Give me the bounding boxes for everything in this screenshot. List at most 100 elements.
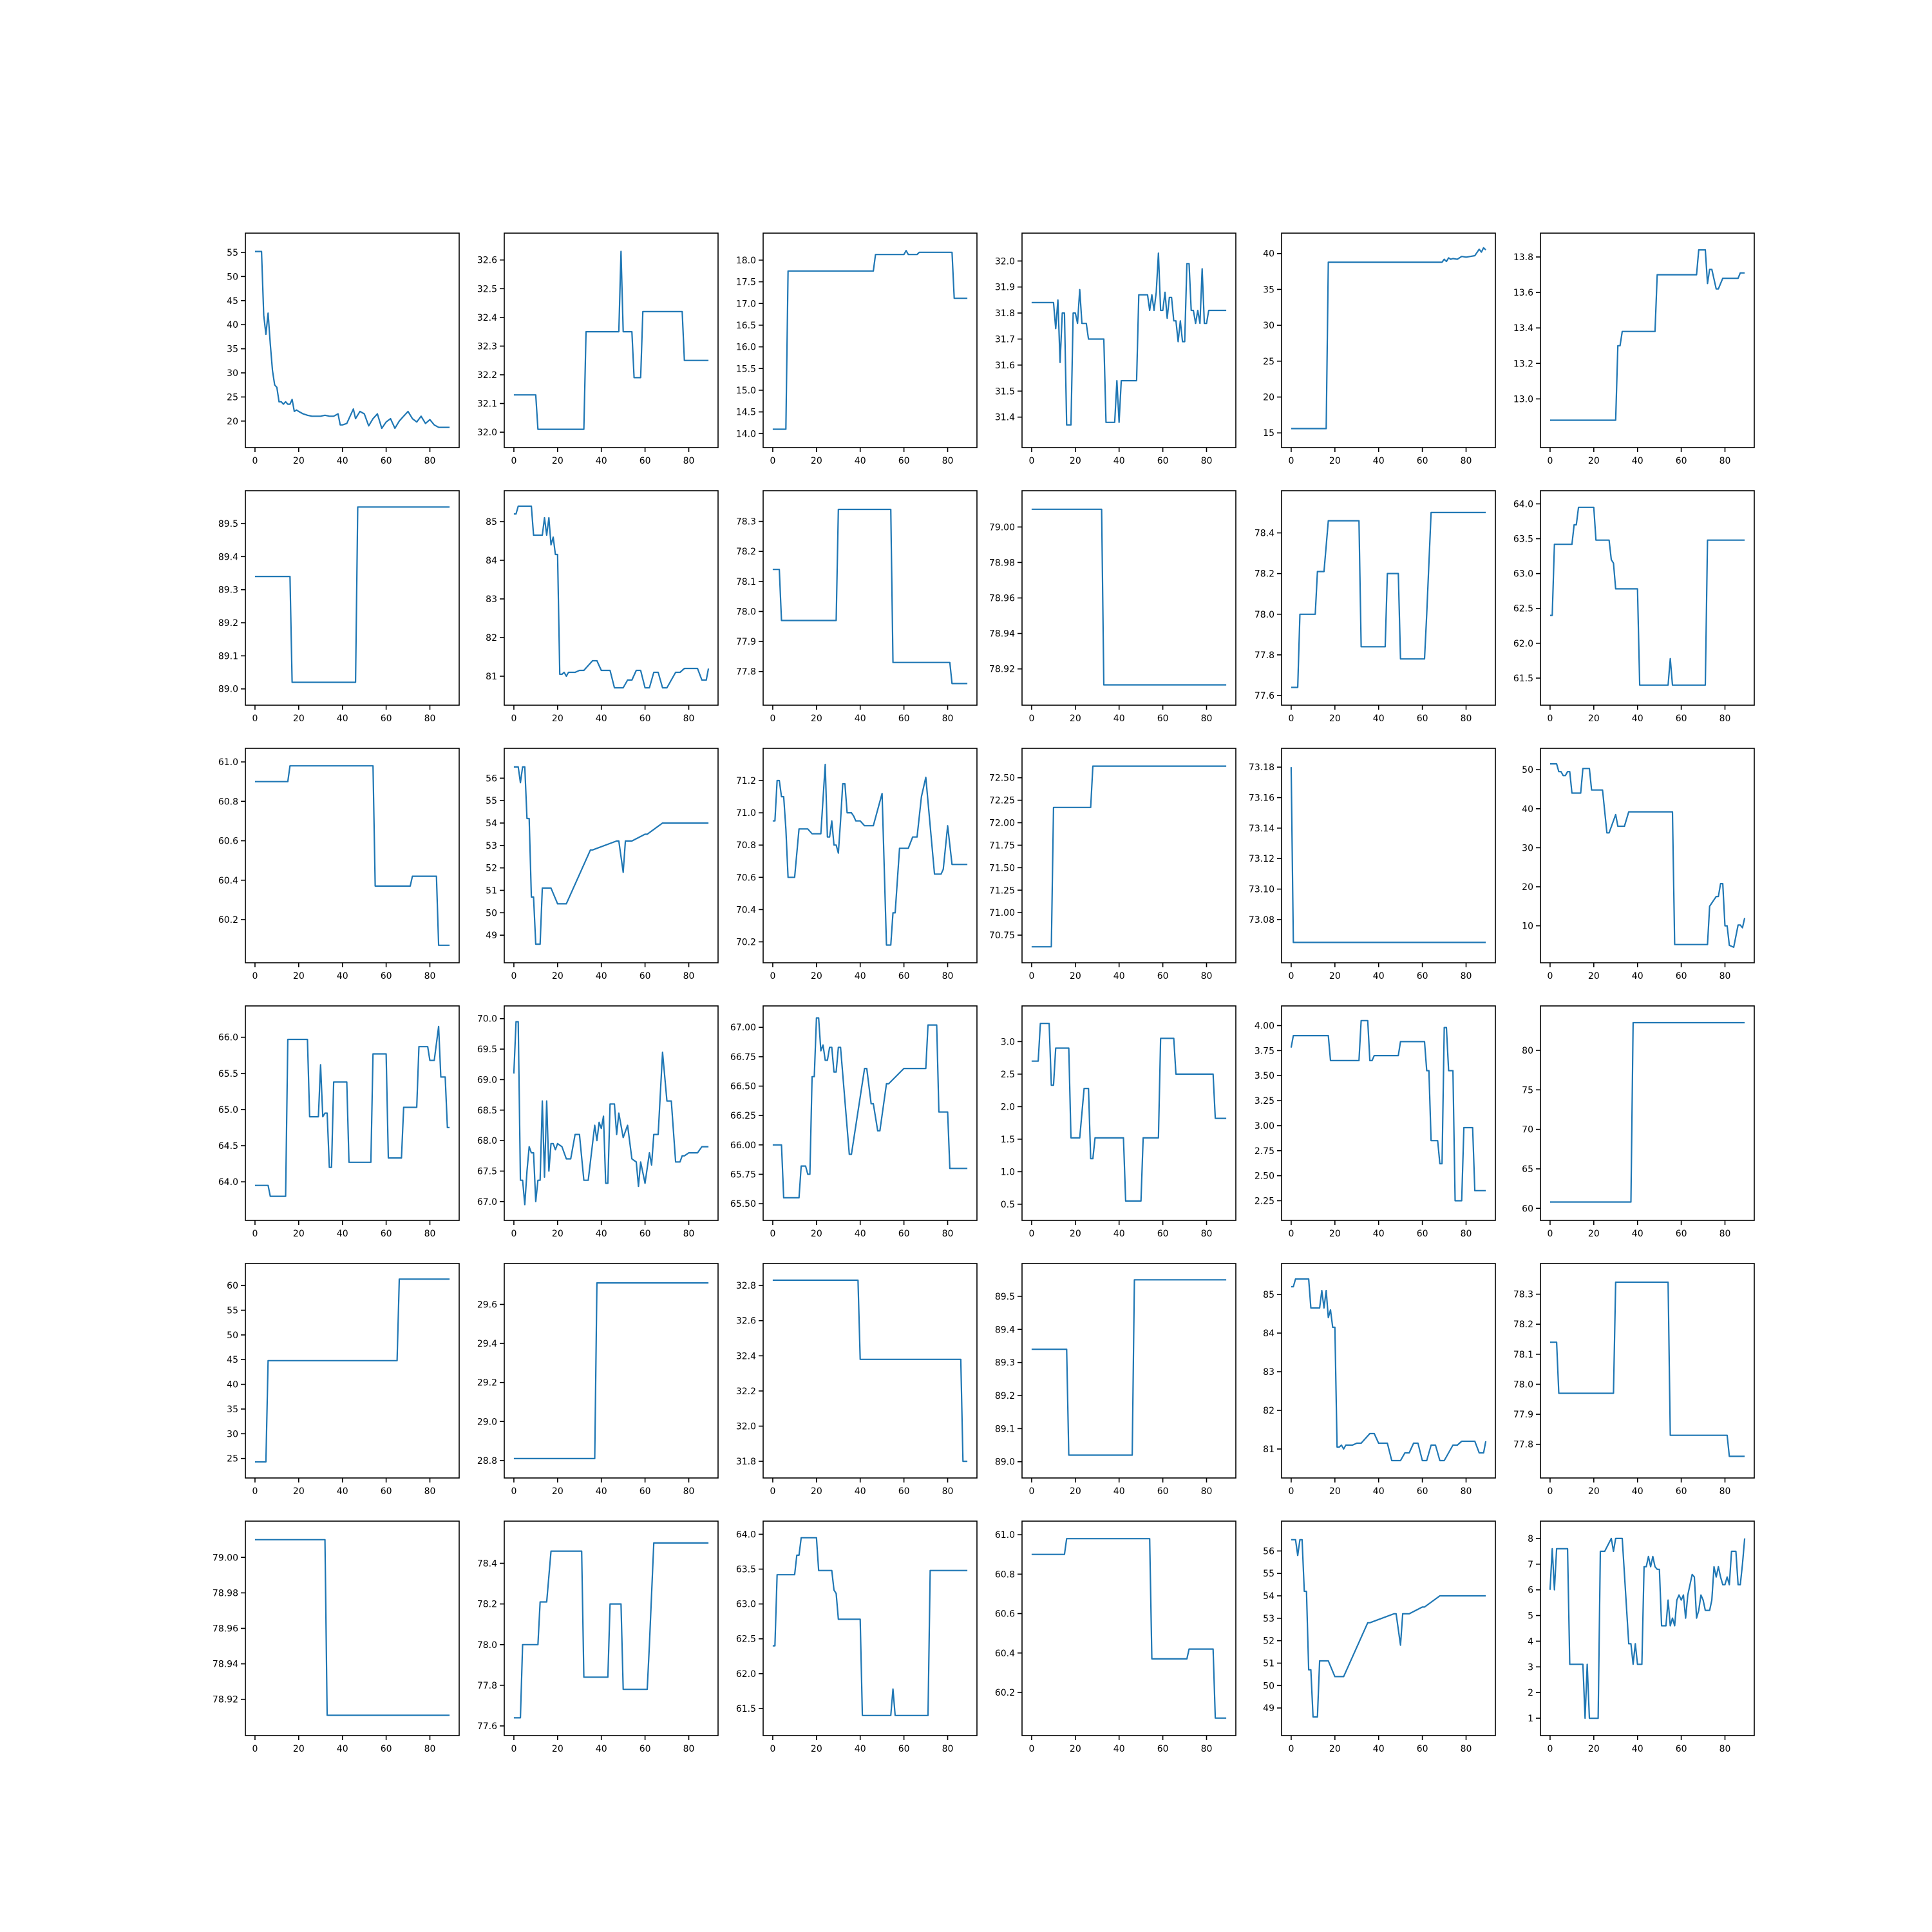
x-tick-label: 60 <box>639 714 651 724</box>
y-tick-label: 25 <box>227 1454 238 1464</box>
y-tick-label: 78.2 <box>1255 569 1274 580</box>
y-tick-label: 70.6 <box>736 873 756 883</box>
y-tick-label: 66.75 <box>730 1052 756 1063</box>
subplot-7: 0 20 40 60 80 89.0 89.1 89.2 89.3 89.4 89.5 <box>218 490 460 724</box>
y-tick-label: 17.5 <box>736 278 756 288</box>
x-tick-label: 80 <box>1461 456 1472 466</box>
x-tick-label: 0 <box>1288 714 1294 724</box>
y-tick-label: 78.0 <box>477 1640 497 1651</box>
axes-frame <box>1540 1520 1755 1736</box>
x-tick-label: 80 <box>1201 1744 1213 1754</box>
y-tick-label: 35 <box>1263 285 1274 295</box>
x-tick-label: 40 <box>1113 1486 1125 1497</box>
y-tick-label: 28.8 <box>477 1456 497 1466</box>
x-tick-label: 0 <box>1288 456 1294 466</box>
y-tick-label: 62.5 <box>1513 604 1533 614</box>
x-tick-label: 0 <box>511 714 516 724</box>
y-tick-label: 49 <box>1263 1703 1274 1714</box>
x-tick-label: 60 <box>639 971 651 981</box>
x-tick-label: 0 <box>1288 1486 1294 1497</box>
x-tick-label: 0 <box>511 1744 516 1754</box>
y-tick-label: 67.00 <box>730 1023 756 1033</box>
axes-frame <box>1281 1520 1496 1736</box>
y-tick-label: 50 <box>486 908 497 918</box>
x-tick-label: 0 <box>511 1229 516 1239</box>
y-tick-label: 78.98 <box>989 558 1015 568</box>
y-tick-label: 60.6 <box>995 1609 1015 1620</box>
x-tick-label: 0 <box>252 971 258 981</box>
y-tick-label: 3.25 <box>1255 1096 1274 1106</box>
x-tick-label: 60 <box>381 1229 392 1239</box>
x-tick-label: 0 <box>1288 1229 1294 1239</box>
y-tick-label: 78.92 <box>213 1695 238 1705</box>
x-tick-label: 0 <box>770 456 775 466</box>
y-tick-label: 61.5 <box>736 1704 756 1714</box>
y-tick-label: 53 <box>1263 1614 1274 1624</box>
y-tick-label: 1.0 <box>1001 1167 1015 1177</box>
x-tick-label: 80 <box>942 971 954 981</box>
y-tick-label: 62.0 <box>736 1669 756 1680</box>
y-tick-label: 32.0 <box>736 1421 756 1432</box>
axes-frame <box>504 1005 719 1221</box>
y-tick-label: 32.4 <box>736 1351 756 1361</box>
y-tick-label: 61.5 <box>1513 674 1533 684</box>
subplot-36: 0 20 40 60 80 1 2 3 4 5 6 7 8 <box>1528 1520 1755 1754</box>
y-tick-label: 32.2 <box>477 370 497 381</box>
x-tick-label: 60 <box>898 714 910 724</box>
y-tick-label: 63.0 <box>736 1600 756 1610</box>
y-tick-label: 64.0 <box>1513 499 1533 509</box>
y-tick-label: 4.00 <box>1255 1021 1274 1032</box>
y-tick-label: 3 <box>1528 1662 1533 1672</box>
x-tick-label: 0 <box>770 1229 775 1239</box>
x-tick-label: 0 <box>511 971 516 981</box>
x-tick-label: 20 <box>1070 971 1081 981</box>
y-tick-label: 78.0 <box>1255 610 1274 620</box>
subplot-8: 0 20 40 60 80 81 82 83 84 85 <box>486 490 719 724</box>
subplot-21: 0 20 40 60 80 65.50 65.75 66.00 66.25 66.50 66.75 6… <box>730 1005 978 1239</box>
subplot-17: 0 20 40 60 80 73.08 73.10 73.12 73.14 73.16 73.18 <box>1249 748 1496 981</box>
x-tick-label: 0 <box>1028 714 1034 724</box>
x-tick-label: 0 <box>1028 1744 1034 1754</box>
x-tick-label: 20 <box>1588 714 1600 724</box>
x-tick-label: 60 <box>1417 456 1428 466</box>
x-tick-label: 60 <box>639 456 651 466</box>
y-tick-label: 5 <box>1528 1611 1533 1622</box>
y-tick-label: 89.3 <box>995 1358 1015 1368</box>
y-tick-label: 73.10 <box>1249 885 1274 895</box>
x-tick-label: 40 <box>337 456 348 466</box>
subplot-16: 0 20 40 60 80 70.75 71.00 71.25 71.50 71.75 72.00 7… <box>989 748 1236 981</box>
y-tick-label: 4 <box>1528 1636 1533 1647</box>
y-tick-label: 55 <box>1263 1569 1274 1579</box>
x-tick-label: 80 <box>683 714 695 724</box>
y-tick-label: 65.75 <box>730 1170 756 1180</box>
x-tick-label: 80 <box>1201 971 1213 981</box>
y-tick-label: 31.5 <box>995 386 1015 397</box>
x-tick-label: 80 <box>424 971 436 981</box>
y-tick-label: 77.9 <box>1513 1410 1533 1420</box>
axes-frame <box>1281 1263 1496 1479</box>
series-line <box>772 1537 968 1716</box>
axes-frame <box>1281 490 1496 706</box>
series-line <box>254 1539 450 1716</box>
x-tick-label: 20 <box>293 971 305 981</box>
x-tick-label: 20 <box>1588 1229 1600 1239</box>
y-tick-label: 65.5 <box>218 1069 238 1079</box>
y-tick-label: 81 <box>1263 1444 1274 1455</box>
y-tick-label: 31.6 <box>995 361 1015 371</box>
series-line <box>513 505 710 689</box>
x-tick-label: 60 <box>639 1229 651 1239</box>
subplot-33: 0 20 40 60 80 61.5 62.0 62.5 63.0 63.5 64.0 <box>736 1520 978 1754</box>
y-tick-label: 80 <box>1522 1046 1533 1056</box>
y-tick-label: 60.8 <box>995 1569 1015 1580</box>
x-tick-label: 40 <box>596 1744 607 1754</box>
y-tick-label: 60 <box>227 1281 238 1291</box>
y-tick-label: 66.50 <box>730 1082 756 1092</box>
series-line <box>1291 247 1486 430</box>
x-tick-label: 20 <box>293 714 305 724</box>
y-tick-label: 85 <box>1263 1290 1274 1300</box>
y-tick-label: 68.5 <box>477 1106 497 1116</box>
subplot-34: 0 20 40 60 80 60.2 60.4 60.6 60.8 61.0 <box>995 1520 1236 1754</box>
y-tick-label: 73.12 <box>1249 854 1274 864</box>
axes-frame <box>245 1005 460 1221</box>
y-tick-label: 89.4 <box>218 552 238 562</box>
